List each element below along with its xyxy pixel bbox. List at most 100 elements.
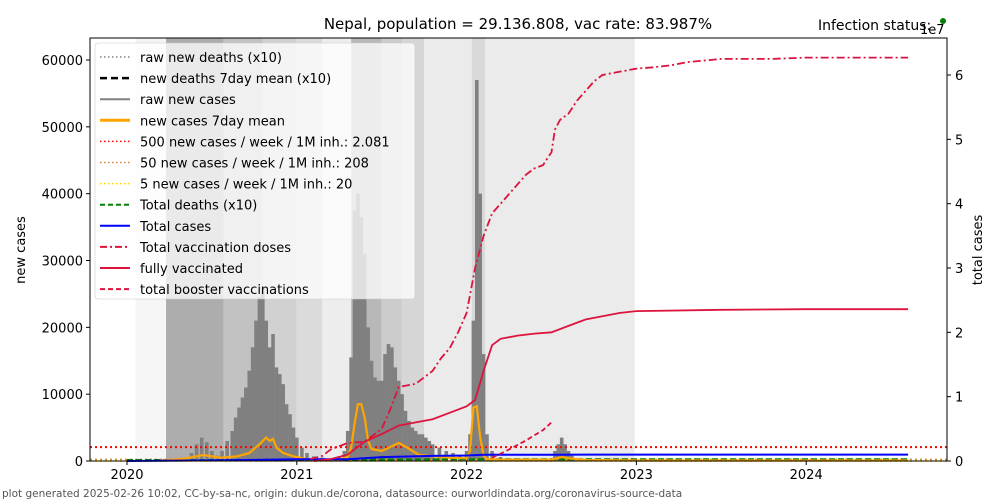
right-axis-exponent: 1e7 <box>920 23 945 38</box>
legend-label: 5 new cases / week / 1M inh.: 20 <box>140 178 352 193</box>
raw-new-cases-bar <box>373 377 377 461</box>
y-tick-left-label: 10000 <box>42 388 83 403</box>
raw-new-cases-bar <box>349 357 353 461</box>
y-axis-right: 0 1 2 3 4 5 6 <box>947 69 963 470</box>
legend-label: total booster vaccinations <box>140 283 309 298</box>
raw-new-cases-bar <box>233 417 238 461</box>
total-cases-line <box>126 453 909 462</box>
chart-title: Nepal, population = 29.136.808, vac rate… <box>324 15 712 33</box>
infection-status-indicator <box>940 18 946 24</box>
background-band <box>485 38 635 461</box>
legend-label: fully vaccinated <box>140 262 243 277</box>
raw-new-cases-bar <box>194 444 199 461</box>
y-tick-right-label: 0 <box>955 455 963 470</box>
y-tick-right-label: 6 <box>955 69 963 84</box>
raw-new-cases-bar <box>230 430 235 461</box>
raw-new-cases-bars <box>184 80 698 462</box>
raw-new-cases-bar <box>281 384 286 461</box>
y-tick-left-label: 0 <box>75 455 83 470</box>
y-tick-left-label: 20000 <box>42 321 83 336</box>
raw-new-cases-bar <box>295 437 299 461</box>
raw-new-cases-bar <box>352 210 357 461</box>
raw-new-cases-bar <box>261 287 265 461</box>
footer-note: plot generated 2025-02-26 10:02, CC-by-s… <box>2 488 682 500</box>
raw-new-cases-bar <box>300 447 304 461</box>
x-tick-label: 2024 <box>790 468 823 483</box>
raw-new-cases-bar <box>471 320 476 461</box>
raw-new-cases-bar <box>359 217 364 461</box>
y-tick-right-label: 1 <box>955 391 963 406</box>
raw-new-cases-bar <box>250 347 255 461</box>
raw-new-cases-bar <box>257 297 262 461</box>
raw-new-cases-bar <box>288 414 292 461</box>
raw-new-cases-bar <box>254 320 258 461</box>
series-lines <box>90 56 947 462</box>
raw-new-cases-bar <box>199 437 204 461</box>
x-tick-label: 2022 <box>450 468 483 483</box>
fully-vaccinated-line <box>313 308 909 462</box>
raw-new-cases-bar <box>403 410 408 461</box>
raw-new-cases-bar <box>413 430 418 461</box>
raw-new-cases-bar <box>390 347 394 461</box>
x-tick-label: 2021 <box>280 468 313 483</box>
raw-new-cases-bar <box>424 437 428 461</box>
legend-label: raw new cases <box>140 93 236 108</box>
raw-new-cases-bar <box>345 430 350 461</box>
y-tick-right-label: 4 <box>955 198 963 213</box>
total-vaccination-doses-line <box>310 56 909 460</box>
raw-new-cases-bar <box>386 344 391 461</box>
legend-label: Total cases <box>139 220 211 235</box>
raw-new-cases-bar <box>478 193 482 461</box>
raw-new-cases-bar <box>410 427 415 461</box>
legend-label: Total deaths (x10) <box>139 199 257 214</box>
raw-new-cases-bar <box>362 253 367 461</box>
raw-new-cases-bar <box>396 380 401 461</box>
y-tick-left-label: 50000 <box>42 121 83 136</box>
raw-new-cases-bar <box>407 420 411 461</box>
background-band <box>424 38 472 461</box>
legend-label: 500 new cases / week / 1M inh.: 2.081 <box>140 135 390 150</box>
y-axis-left-label: new cases <box>14 216 29 284</box>
raw-new-cases-bar <box>556 444 561 461</box>
raw-new-cases-bar <box>417 434 421 461</box>
raw-new-cases-bar <box>563 444 567 461</box>
raw-new-cases-bar <box>420 434 425 461</box>
x-tick-label: 2020 <box>110 468 143 483</box>
raw-new-cases-bar <box>225 440 229 461</box>
legend-label: Total vaccination doses <box>139 241 291 256</box>
raw-new-cases-bar <box>240 397 245 461</box>
x-tick-label: 2023 <box>620 468 653 483</box>
raw-new-cases-bar <box>274 367 279 461</box>
raw-new-cases-bar <box>481 354 486 461</box>
raw-new-cases-bar <box>474 80 479 462</box>
y-tick-right-label: 2 <box>955 326 963 341</box>
raw-new-cases-bar <box>366 327 370 461</box>
y-tick-right-label: 5 <box>955 133 963 148</box>
total-booster-vaccinations-line <box>491 421 553 459</box>
raw-new-cases-bar <box>437 447 442 461</box>
infection-status-label: Infection status: <box>818 18 931 34</box>
legend-label: 50 new cases / week / 1M inh.: 208 <box>140 157 369 172</box>
raw-new-cases-bar <box>383 354 387 461</box>
raw-new-cases-bar <box>427 440 432 461</box>
raw-new-cases-bar <box>430 444 435 461</box>
x-axis: 2020 2021 2022 2023 2024 <box>110 461 823 483</box>
raw-new-cases-bar <box>284 404 289 461</box>
raw-new-cases-bar <box>393 367 398 461</box>
raw-new-cases-bar <box>205 442 209 461</box>
legend-box <box>94 42 416 300</box>
y-tick-left-label: 40000 <box>42 188 83 203</box>
y-axis-right-label: total cases <box>971 215 986 286</box>
raw-new-cases-bar <box>264 320 269 461</box>
y-axis-left: 0 10000 20000 30000 40000 50000 60000 <box>42 54 90 470</box>
y-tick-right-label: 3 <box>955 262 963 277</box>
plot-frame <box>89 37 948 462</box>
raw-new-cases-bar <box>244 387 248 461</box>
raw-new-cases-bar <box>278 374 282 461</box>
raw-new-cases-bar <box>305 452 309 461</box>
raw-new-cases-bar <box>379 380 384 461</box>
raw-new-cases-bar <box>356 193 360 461</box>
raw-new-cases-bar <box>267 347 272 461</box>
legend-label: new deaths 7day mean (x10) <box>140 72 331 87</box>
